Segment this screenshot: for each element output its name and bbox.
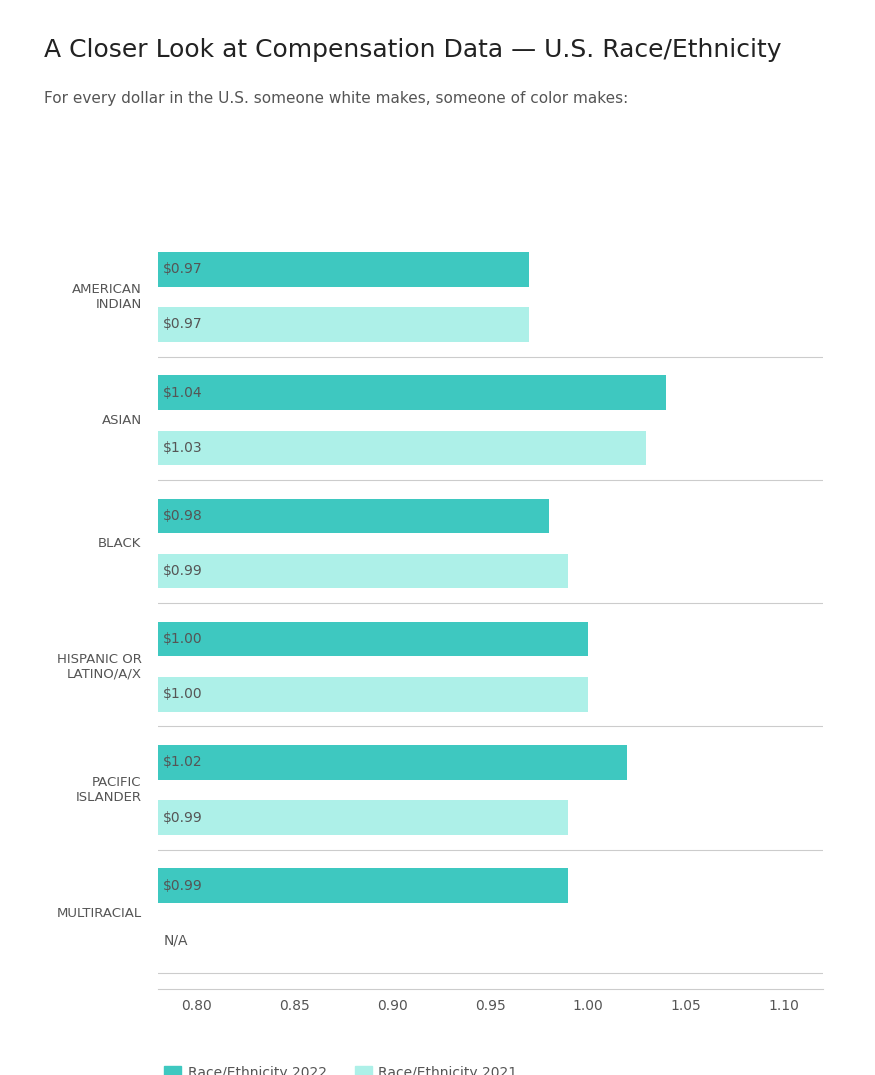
Text: $1.03: $1.03: [164, 441, 203, 455]
Bar: [158, 252, 529, 287]
Bar: [158, 375, 666, 410]
Text: $0.97: $0.97: [164, 317, 203, 331]
Text: $0.98: $0.98: [164, 508, 203, 522]
Bar: [158, 869, 568, 903]
Text: N/A: N/A: [164, 934, 188, 948]
Text: $1.00: $1.00: [164, 687, 203, 701]
Text: A Closer Look at Compensation Data — U.S. Race/Ethnicity: A Closer Look at Compensation Data — U.S…: [44, 38, 781, 61]
Text: $0.99: $0.99: [164, 878, 203, 892]
Text: For every dollar in the U.S. someone white makes, someone of color makes:: For every dollar in the U.S. someone whi…: [44, 91, 628, 106]
Bar: [158, 677, 588, 712]
Bar: [158, 499, 549, 533]
Bar: [158, 307, 529, 342]
Bar: [158, 621, 588, 657]
Text: $0.97: $0.97: [164, 262, 203, 276]
Bar: [158, 430, 647, 465]
Text: $0.99: $0.99: [164, 564, 203, 578]
Text: $0.99: $0.99: [164, 811, 203, 825]
Bar: [158, 554, 568, 588]
Text: $1.02: $1.02: [164, 756, 203, 770]
Bar: [158, 745, 626, 779]
Text: $1.04: $1.04: [164, 386, 203, 400]
Legend: Race/Ethnicity 2022, Race/Ethnicity 2021: Race/Ethnicity 2022, Race/Ethnicity 2021: [164, 1065, 518, 1075]
Bar: [158, 801, 568, 835]
Text: $1.00: $1.00: [164, 632, 203, 646]
